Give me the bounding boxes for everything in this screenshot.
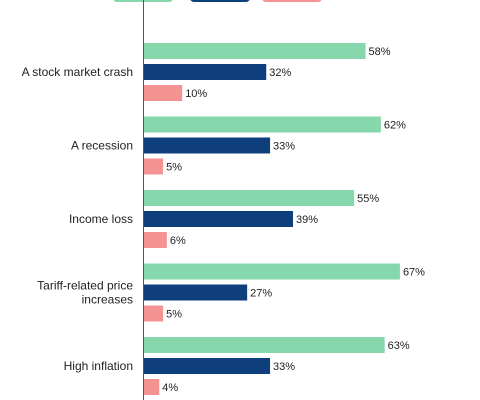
bar <box>144 305 164 322</box>
bar-group: A recession 62% 33% 5% <box>71 116 406 175</box>
category-label: A recession <box>71 139 133 153</box>
bar-group: High inflation 63% 33% 4% <box>64 337 410 395</box>
bar-group: Income loss 55% 39% 6% <box>69 190 379 248</box>
bar <box>144 190 355 206</box>
bar <box>144 232 167 248</box>
legend-swatch <box>190 0 250 2</box>
bar-group: Tariff-related price increases 67% 27% 5% <box>37 263 425 322</box>
bar <box>144 64 267 80</box>
bar-value-label: 32% <box>269 67 291 79</box>
bar <box>144 263 400 280</box>
bar <box>144 379 160 395</box>
bar-value-label: 27% <box>250 288 272 300</box>
bar <box>144 43 366 59</box>
bar-value-label: 5% <box>166 309 182 321</box>
bar-value-label: 39% <box>296 214 318 226</box>
bar-group: A stock market crash 58% 32% 10% <box>22 43 391 101</box>
bar <box>144 158 164 175</box>
category-label: Income loss <box>69 212 133 226</box>
bar <box>144 284 248 301</box>
bar-value-label: 4% <box>162 382 178 394</box>
category-label: High inflation <box>64 359 133 373</box>
bar-value-label: 67% <box>403 267 425 279</box>
bar <box>144 137 271 154</box>
bar-value-label: 63% <box>388 340 410 352</box>
bar-value-label: 6% <box>170 235 186 247</box>
bar <box>144 116 381 133</box>
bar-value-label: 62% <box>384 120 406 132</box>
legend <box>113 0 322 2</box>
bar <box>144 211 293 227</box>
bar-value-label: 33% <box>273 141 295 153</box>
bar-value-label: 5% <box>166 162 182 174</box>
bar-value-label: 55% <box>357 193 379 205</box>
bar-value-label: 58% <box>369 46 391 58</box>
legend-swatch <box>262 0 322 2</box>
bar-value-label: 10% <box>185 88 207 100</box>
bar <box>144 358 271 374</box>
bar-value-label: 33% <box>273 361 295 373</box>
category-label: Tariff-related price increases <box>37 279 133 307</box>
bar <box>144 85 183 101</box>
category-label: A stock market crash <box>22 65 133 79</box>
bar <box>144 337 385 353</box>
